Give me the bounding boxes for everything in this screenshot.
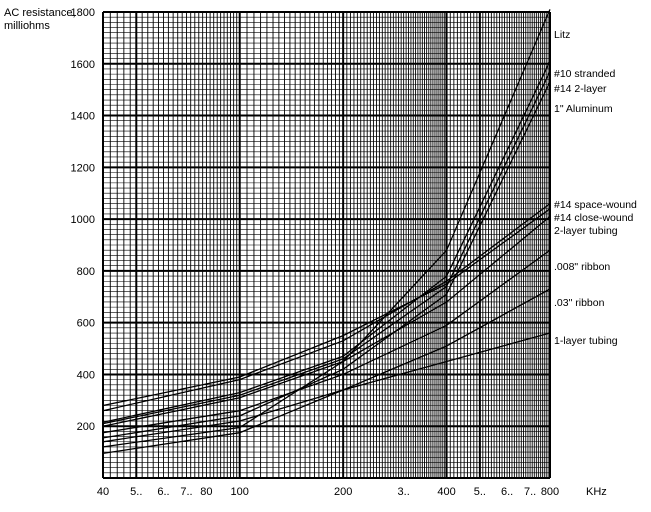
- series-line: [102, 81, 551, 439]
- series-label: #14 space-wound: [554, 199, 637, 211]
- series-line: [102, 249, 551, 434]
- series-label: #10 stranded: [554, 68, 615, 80]
- series-label-bg: [552, 225, 620, 237]
- series-label: #14 close-wound: [554, 212, 634, 224]
- series-label: 2-layer tubing: [554, 225, 618, 237]
- series-lines: [102, 9, 551, 455]
- x-tick-label: 80: [200, 486, 212, 498]
- y-tick-label: 400: [77, 369, 95, 381]
- series-label-bg: [552, 335, 620, 347]
- series-label-bg: [552, 297, 607, 309]
- series-line: [102, 208, 551, 407]
- x-tick-label: 6..: [157, 486, 169, 498]
- y-tick-label: 200: [77, 421, 95, 433]
- series-label: Litz: [554, 29, 570, 41]
- x-tick-label: 400: [437, 486, 455, 498]
- x-tick-label: 200: [334, 486, 352, 498]
- y-axis-label-line-1: AC resistance,: [4, 7, 76, 19]
- series-line: [102, 60, 551, 423]
- series-line: [102, 215, 551, 427]
- series-label-bg: [552, 29, 573, 41]
- y-tick-label: 1000: [71, 214, 95, 226]
- series-label-bg: [552, 68, 618, 80]
- x-tick-label: 7..: [180, 486, 192, 498]
- x-tick-label: 6..: [501, 486, 513, 498]
- series-label: #14 2-layer: [554, 83, 607, 95]
- x-tick-label: 40: [97, 486, 109, 498]
- series-label-bg: [552, 261, 613, 273]
- tick-labels: 200 400 600 800 1000 1200 1400 1600 1800 40 5.. 6..…: [71, 7, 560, 498]
- series-label-bg: [552, 83, 609, 95]
- series-line: [102, 332, 551, 455]
- x-tick-label: 7..: [524, 486, 536, 498]
- series-label-bg: [552, 103, 615, 115]
- x-axis-label: KHz: [586, 486, 607, 498]
- series-labels: Litz #10 stranded #14 2-layer 1" Aluminum #1…: [552, 29, 639, 347]
- y-tick-label: 1800: [71, 7, 95, 19]
- x-tick-label: 100: [231, 486, 249, 498]
- series-label-bg: [552, 199, 639, 211]
- series-label: 1-layer tubing: [554, 335, 618, 347]
- x-tick-label: 3..: [398, 486, 410, 498]
- x-tick-label: 5..: [130, 486, 142, 498]
- series-label-bg: [552, 212, 636, 224]
- y-tick-label: 1200: [71, 162, 95, 174]
- y-tick-label: 1400: [71, 111, 95, 123]
- y-tick-label: 1600: [71, 59, 95, 71]
- x-tick-label: 800: [541, 486, 559, 498]
- series-label: 1" Aluminum: [554, 103, 613, 115]
- series-line: [102, 71, 551, 425]
- y-tick-label: 600: [77, 318, 95, 330]
- series-label: .03" ribbon: [554, 297, 605, 309]
- x-tick-label: 5..: [474, 486, 486, 498]
- series-line: [102, 203, 551, 412]
- y-tick-label: 800: [77, 266, 95, 278]
- y-axis-label-line-2: milliohms: [4, 20, 50, 32]
- series-label: .008" ribbon: [554, 261, 610, 273]
